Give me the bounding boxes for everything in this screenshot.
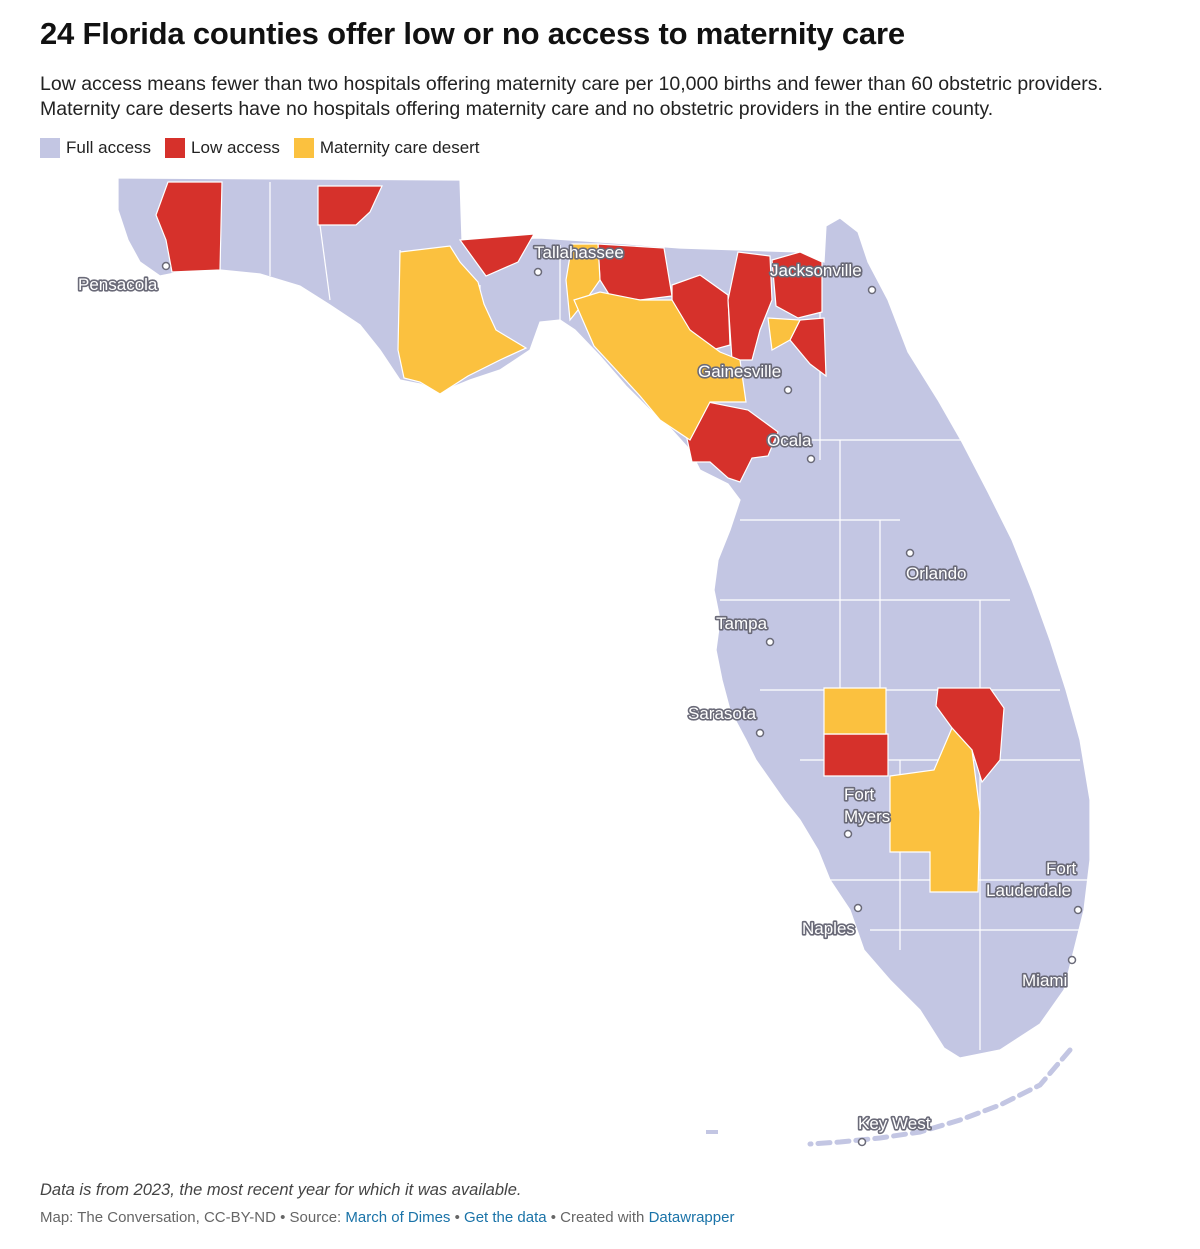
florida-county-map: Pensacola Tallahassee Jacksonville Gaine… [76, 177, 1091, 1147]
city-label-tallahassee: Tallahassee [534, 243, 624, 262]
county-okeechobee [935, 687, 1005, 784]
legend-item-desert: Maternity care desert [293, 138, 480, 158]
city-label-miami: Miami [1022, 971, 1067, 990]
get-the-data-link[interactable]: Get the data [464, 1209, 547, 1226]
city-label-gainesville: Gainesville [698, 362, 781, 381]
city-dot-fort-lauderdale [1073, 905, 1083, 915]
low-access-counties [155, 181, 1005, 784]
city-dot-tampa [765, 637, 775, 647]
county-gilchrist [767, 317, 801, 351]
county-gadsden [458, 233, 536, 277]
legend-swatch-full-access [40, 138, 60, 158]
legend-label-desert: Maternity care desert [319, 138, 480, 157]
city-label-tampa: Tampa [716, 614, 768, 633]
legend-item-low-access: Low access [165, 138, 280, 158]
city-dot-naples [853, 903, 863, 913]
datawrapper-link[interactable]: Datawrapper [648, 1209, 735, 1226]
map-description: Low access means fewer than two hospital… [40, 73, 1103, 120]
city-dot-fort-myers [843, 829, 853, 839]
city-label-key-west: Key West [858, 1114, 931, 1133]
map-title: 24 Florida counties offer low or no acce… [40, 16, 905, 51]
legend-label-low-access: Low access [191, 138, 280, 157]
city-dot-tallahassee [533, 267, 543, 277]
city-label-fort-lauderdale-line2: Lauderdale [986, 881, 1071, 900]
city-dot-orlando [905, 548, 915, 558]
legend-swatch-desert [293, 138, 314, 158]
city-label-fort-myers-line1: Fort [844, 785, 875, 804]
city-label-sarasota: Sarasota [688, 704, 757, 723]
legend: Full access Low access Maternity care de… [40, 138, 494, 158]
county-calhoun-liberty [397, 245, 528, 395]
source-link-march-of-dimes[interactable]: March of Dimes [345, 1209, 451, 1226]
county-escambia [155, 181, 223, 273]
legend-swatch-low-access [165, 138, 186, 158]
city-labels: Pensacola Tallahassee Jacksonville Gaine… [76, 241, 1078, 1134]
keys-fragment [706, 1130, 718, 1134]
source-credit: Map: The Conversation, CC-BY-ND • Source… [40, 1209, 734, 1226]
city-dot-gainesville [783, 385, 793, 395]
city-label-jacksonville: Jacksonville [770, 261, 862, 280]
city-label-orlando: Orlando [906, 564, 966, 583]
city-label-fort-lauderdale-line1: Fort [1046, 859, 1077, 878]
county-taylor-dixie-lafayette [573, 291, 747, 441]
desert-counties [397, 243, 981, 893]
city-dot-sarasota [755, 728, 765, 738]
city-dot-ocala [806, 454, 816, 464]
county-columbia [727, 251, 773, 361]
city-dot-jacksonville [867, 285, 877, 295]
county-baker [771, 251, 823, 319]
city-label-naples: Naples [802, 919, 855, 938]
county-glades-hendry [889, 726, 981, 893]
legend-label-full-access: Full access [66, 138, 152, 157]
city-dot-pensacola [161, 261, 171, 271]
separator: • [454, 1209, 460, 1226]
city-label-ocala: Ocala [767, 431, 812, 450]
created-with-text: • Created with [550, 1209, 645, 1226]
city-label-pensacola: Pensacola [78, 275, 158, 294]
legend-item-full-access: Full access [40, 138, 151, 158]
city-markers [161, 261, 1083, 1147]
county-hardee [823, 687, 887, 735]
credit-text: Map: The Conversation, CC-BY-ND • Source… [40, 1209, 342, 1226]
florida-keys [807, 1047, 1073, 1147]
city-dot-miami [1067, 955, 1077, 965]
county-desoto [823, 733, 889, 777]
data-note: Data is from 2023, the most recent year … [40, 1181, 522, 1199]
city-label-fort-myers-line2: Myers [844, 807, 890, 826]
city-dot-key-west [857, 1137, 867, 1147]
county-levy [685, 401, 779, 483]
county-holmes [317, 185, 383, 226]
